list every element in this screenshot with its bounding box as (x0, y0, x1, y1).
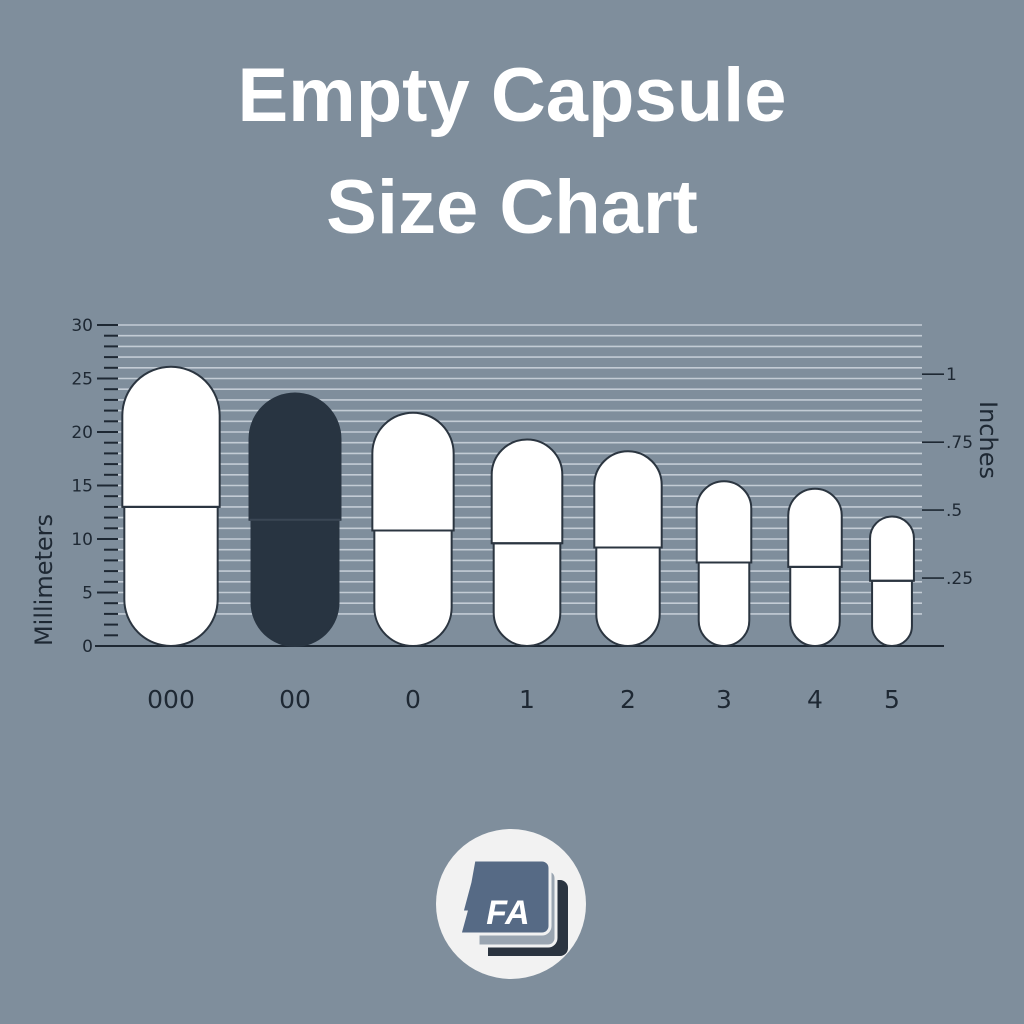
capsule-00 (248, 392, 342, 647)
right-tick-label: .75 (946, 433, 973, 453)
logo-layer-front (458, 858, 552, 936)
capsule-body (373, 529, 453, 647)
y-tick-label: 30 (71, 316, 93, 336)
y-axis-label-mm: Millimeters (30, 514, 58, 646)
y-tick-label: 25 (71, 370, 93, 390)
title-line-1: Empty Capsule (237, 53, 787, 138)
right-tick-label: .25 (946, 569, 973, 589)
capsule-2 (593, 450, 663, 647)
logo-text: FA (486, 894, 529, 932)
capsule-body (250, 518, 340, 647)
capsule-cap (787, 487, 843, 568)
category-label: 4 (807, 685, 823, 714)
capsule-body (595, 546, 661, 647)
capsule-4 (787, 487, 843, 647)
category-label: 5 (884, 685, 900, 714)
capsule-000 (121, 365, 221, 647)
right-tick-label: .5 (946, 501, 962, 521)
capsule-cap (695, 480, 753, 564)
capsule-1 (490, 438, 564, 647)
right-tick-label: 1 (946, 365, 957, 385)
y-tick-label: 10 (71, 530, 93, 550)
logo: FA (436, 829, 586, 979)
y-axis-label-inches: Inches (974, 401, 1002, 479)
y-tick-label: 15 (71, 477, 93, 497)
y-tick-label: 5 (82, 584, 93, 604)
capsule-3 (695, 480, 753, 647)
capsule-body (697, 561, 751, 647)
category-label: 0 (405, 685, 421, 714)
title-line-2: Size Chart (326, 165, 698, 250)
y-tick-label: 20 (71, 423, 93, 443)
capsule-0 (371, 411, 455, 647)
capsule-body (789, 565, 841, 647)
category-label: 2 (620, 685, 636, 714)
category-label: 3 (716, 685, 732, 714)
capsule-body (123, 505, 219, 647)
category-label: 000 (147, 685, 195, 714)
capsule-body (492, 542, 562, 647)
capsule-5 (869, 515, 915, 647)
capsule-cap (490, 438, 564, 545)
capsule-body (871, 579, 913, 647)
capsule-cap (593, 450, 663, 549)
capsule-cap (371, 411, 455, 532)
capsule-cap (121, 365, 221, 508)
category-label: 1 (519, 685, 535, 714)
category-label: 00 (279, 685, 311, 714)
capsule-cap (869, 515, 915, 582)
capsule-cap (248, 392, 342, 521)
y-tick-label: 0 (82, 637, 93, 657)
